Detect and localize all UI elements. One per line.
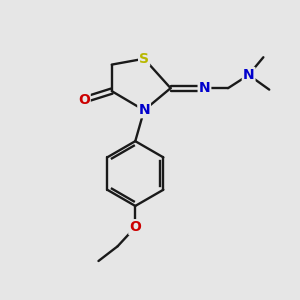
Text: O: O — [129, 220, 141, 234]
Text: N: N — [243, 68, 254, 82]
Text: S: S — [139, 52, 149, 66]
Text: N: N — [138, 103, 150, 117]
Text: N: N — [199, 81, 210, 95]
Text: O: O — [78, 93, 90, 107]
